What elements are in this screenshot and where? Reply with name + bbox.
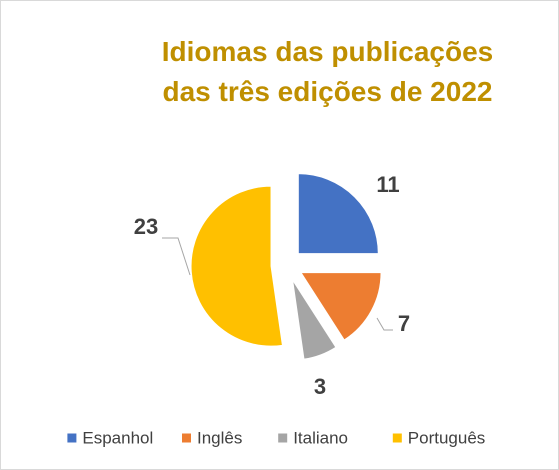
data-label: 3 <box>314 374 326 399</box>
legend-swatch <box>278 433 288 443</box>
leader-line <box>162 237 191 276</box>
legend-swatch <box>67 433 77 443</box>
data-label: 7 <box>398 311 410 336</box>
legend-label: Português <box>408 428 486 447</box>
chart-title: Idiomas das publicações das três edições… <box>161 36 494 107</box>
pie-slice <box>190 185 283 347</box>
pie-slice <box>297 173 379 255</box>
data-label: 11 <box>376 172 399 197</box>
legend-label: Inglês <box>197 428 242 447</box>
legend-swatch <box>392 433 402 443</box>
legend-label: Italiano <box>293 428 348 447</box>
legend-label: Espanhol <box>82 428 153 447</box>
legend-swatch <box>182 433 191 443</box>
leader-line <box>376 317 393 331</box>
data-label: 23 <box>134 214 158 239</box>
pie-slice <box>300 272 382 341</box>
pie-slice <box>292 279 337 360</box>
